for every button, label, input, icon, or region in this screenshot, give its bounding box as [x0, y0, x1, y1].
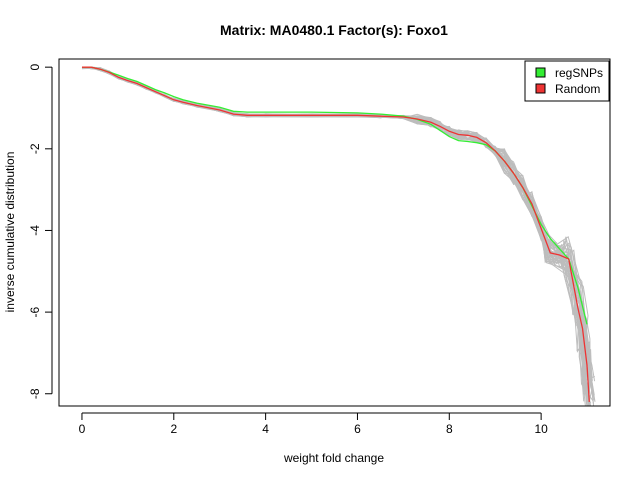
background-run-line [81, 66, 589, 403]
background-run-line [81, 66, 589, 375]
background-run-line [81, 66, 586, 407]
background-run-line [81, 67, 591, 407]
x-tick-label: 4 [262, 422, 269, 436]
y-tick-label: 0 [28, 64, 42, 71]
background-run-line [82, 66, 592, 407]
x-axis: 0 2 4 6 8 10 [79, 412, 548, 436]
x-tick-label: 6 [354, 422, 361, 436]
x-axis-label: weight fold change [283, 451, 384, 465]
legend: regSNPs Random [524, 60, 610, 102]
plot-frame [58, 58, 611, 407]
x-tick-label: 2 [170, 422, 177, 436]
y-tick-label: -8 [28, 388, 42, 399]
background-run-line [81, 66, 592, 404]
background-run-line [81, 67, 595, 401]
x-tick-label: 10 [534, 422, 548, 436]
background-runs [81, 66, 596, 407]
background-run-line [81, 66, 593, 407]
y-axis: 0 -2 -4 -6 -8 [28, 64, 53, 399]
background-run-line [81, 66, 591, 407]
background-run-line [81, 66, 595, 407]
x-tick-label: 0 [79, 422, 86, 436]
background-run-line [81, 66, 594, 394]
y-tick-label: -6 [28, 306, 42, 317]
legend-label-random: Random [555, 82, 600, 96]
y-axis-label: inverse cumulative distribution [3, 152, 17, 313]
background-run-line [81, 66, 591, 407]
chart-title: Matrix: MA0480.1 Factor(s): Foxo1 [220, 22, 448, 38]
series-line-regsnps [82, 66, 588, 325]
background-run-line [82, 67, 591, 407]
x-tick-label: 8 [446, 422, 453, 436]
legend-swatch-regsnps [535, 67, 546, 78]
background-run-line [81, 67, 596, 402]
background-run-line [82, 66, 591, 407]
y-tick-label: -4 [28, 225, 42, 236]
legend-swatch-random [535, 83, 546, 94]
background-run-line [81, 66, 594, 404]
series-line-random [82, 66, 590, 402]
series-layer [82, 66, 590, 402]
background-run-line [82, 66, 588, 407]
background-run-line [82, 66, 588, 407]
y-tick-label: -2 [28, 143, 42, 154]
background-run-line [81, 66, 588, 407]
legend-label-regsnps: regSNPs [555, 66, 603, 80]
